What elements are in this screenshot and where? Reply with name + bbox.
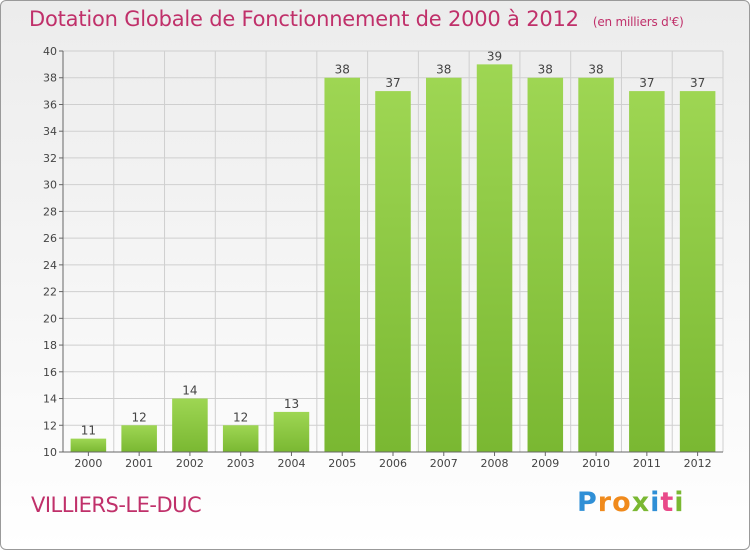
x-tick-label: 2001 <box>125 457 153 470</box>
logo-letter: o <box>612 487 632 518</box>
chart-subtitle: (en milliers d'€) <box>592 15 684 29</box>
y-tick-label: 32 <box>43 152 57 165</box>
bar <box>578 77 614 452</box>
y-tick-label: 36 <box>43 98 57 111</box>
bar <box>426 77 462 452</box>
bar <box>679 91 716 452</box>
x-tick-label: 2003 <box>227 457 255 470</box>
logo-letter: P <box>577 487 598 518</box>
bar-value-label: 13 <box>284 397 299 411</box>
bar <box>172 398 208 452</box>
bar <box>273 411 310 452</box>
bar-layer: 11 12 14 12 13 38 37 38 39 38 38 37 37 <box>70 49 716 452</box>
bar-value-label: 38 <box>538 63 553 77</box>
logo-letter: r <box>597 487 613 518</box>
bar <box>527 77 564 452</box>
x-tick-label: 2007 <box>430 457 458 470</box>
bar-value-label: 12 <box>132 410 147 424</box>
y-tick-label: 10 <box>43 446 57 459</box>
y-tick-label: 22 <box>43 286 57 299</box>
y-tick-label: 40 <box>43 45 57 58</box>
x-tick-label: 2005 <box>328 457 356 470</box>
y-tick-label: 24 <box>43 259 57 272</box>
y-tick-label: 38 <box>43 72 57 85</box>
y-tick-label: 12 <box>43 419 57 432</box>
y-tick-label: 14 <box>43 393 57 406</box>
x-tick-label: 2006 <box>379 457 407 470</box>
logo-letter: i <box>650 487 661 518</box>
y-tick-label: 34 <box>43 125 57 138</box>
bar-value-label: 11 <box>81 424 96 438</box>
bar-value-label: 14 <box>182 384 197 398</box>
commune-name: VILLIERS-LE-DUC <box>31 493 202 517</box>
x-tick-label: 2009 <box>531 457 559 470</box>
logo-letter: x <box>631 487 651 518</box>
bar-value-label: 37 <box>639 76 654 90</box>
bar-value-label: 38 <box>335 63 350 77</box>
bar <box>222 425 259 452</box>
bar <box>324 77 360 452</box>
logo-letter: i <box>674 487 685 518</box>
bar <box>476 64 513 452</box>
y-tick-label: 16 <box>43 366 57 379</box>
x-tick-label: 2000 <box>74 457 102 470</box>
bar-value-label: 38 <box>588 63 603 77</box>
y-tick-label: 26 <box>43 232 57 245</box>
bar-value-label: 12 <box>233 410 248 424</box>
y-tick-label: 18 <box>43 339 57 352</box>
x-tick-label: 2011 <box>633 457 661 470</box>
axis-layer: 10 12 14 16 18 20 22 24 26 28 30 32 34 36 38 40 2000 2001… <box>43 45 723 470</box>
chart-title-text: Dotation Globale de Fonctionnement de 20… <box>29 7 579 31</box>
bar-value-label: 37 <box>385 76 400 90</box>
bar <box>629 91 665 452</box>
x-tick-label: 2008 <box>481 457 509 470</box>
bar-value-label: 38 <box>436 63 451 77</box>
chart-title: Dotation Globale de Fonctionnement de 20… <box>29 7 684 31</box>
bar-value-label: 37 <box>690 76 705 90</box>
y-tick-label: 20 <box>43 312 57 325</box>
x-tick-label: 2012 <box>684 457 712 470</box>
bar-value-label: 39 <box>487 49 502 63</box>
bar <box>70 438 107 452</box>
x-tick-label: 2010 <box>582 457 610 470</box>
x-tick-label: 2002 <box>176 457 204 470</box>
proxiti-logo: Proxiti <box>577 487 685 518</box>
x-tick-label: 2004 <box>277 457 305 470</box>
logo-letter: t <box>660 487 675 518</box>
y-tick-label: 28 <box>43 205 57 218</box>
y-tick-label: 30 <box>43 179 57 192</box>
bar <box>121 425 157 452</box>
bar <box>375 91 411 452</box>
